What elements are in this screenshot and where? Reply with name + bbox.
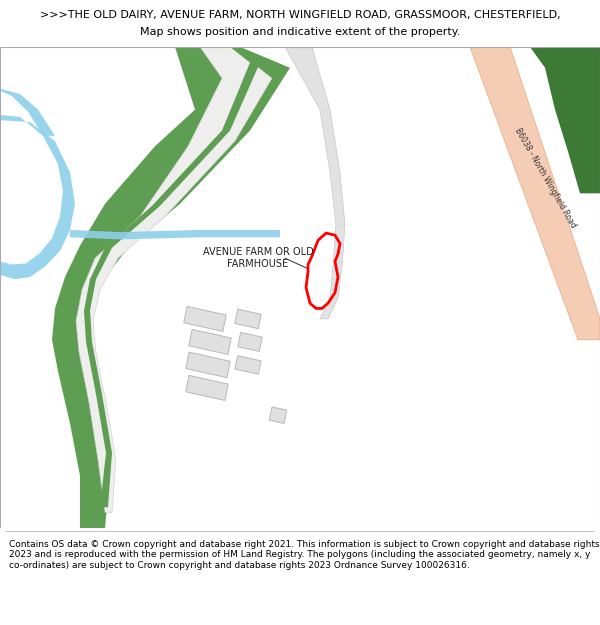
Polygon shape	[470, 47, 600, 340]
Polygon shape	[70, 230, 280, 239]
Bar	[189, 329, 231, 354]
Bar	[238, 332, 262, 351]
Polygon shape	[84, 47, 260, 508]
Text: AVENUE FARM OR OLD
FARMHOUSE: AVENUE FARM OR OLD FARMHOUSE	[203, 248, 313, 269]
Text: Map shows position and indicative extent of the property.: Map shows position and indicative extent…	[140, 26, 460, 36]
Bar	[269, 407, 287, 423]
Polygon shape	[76, 47, 272, 512]
Polygon shape	[52, 47, 290, 528]
Text: >>>THE OLD DAIRY, AVENUE FARM, NORTH WINGFIELD ROAD, GRASSMOOR, CHESTERFIELD,: >>>THE OLD DAIRY, AVENUE FARM, NORTH WIN…	[40, 10, 560, 20]
Bar	[235, 309, 261, 329]
Text: B6038 - North Wingfield Road: B6038 - North Wingfield Road	[512, 126, 577, 229]
Polygon shape	[0, 89, 55, 136]
Bar	[186, 376, 228, 401]
Bar	[235, 356, 261, 374]
Bar	[184, 306, 226, 331]
Polygon shape	[530, 47, 600, 193]
Polygon shape	[285, 47, 345, 319]
Polygon shape	[0, 115, 75, 279]
Bar	[186, 352, 230, 377]
Text: Contains OS data © Crown copyright and database right 2021. This information is : Contains OS data © Crown copyright and d…	[9, 540, 599, 569]
